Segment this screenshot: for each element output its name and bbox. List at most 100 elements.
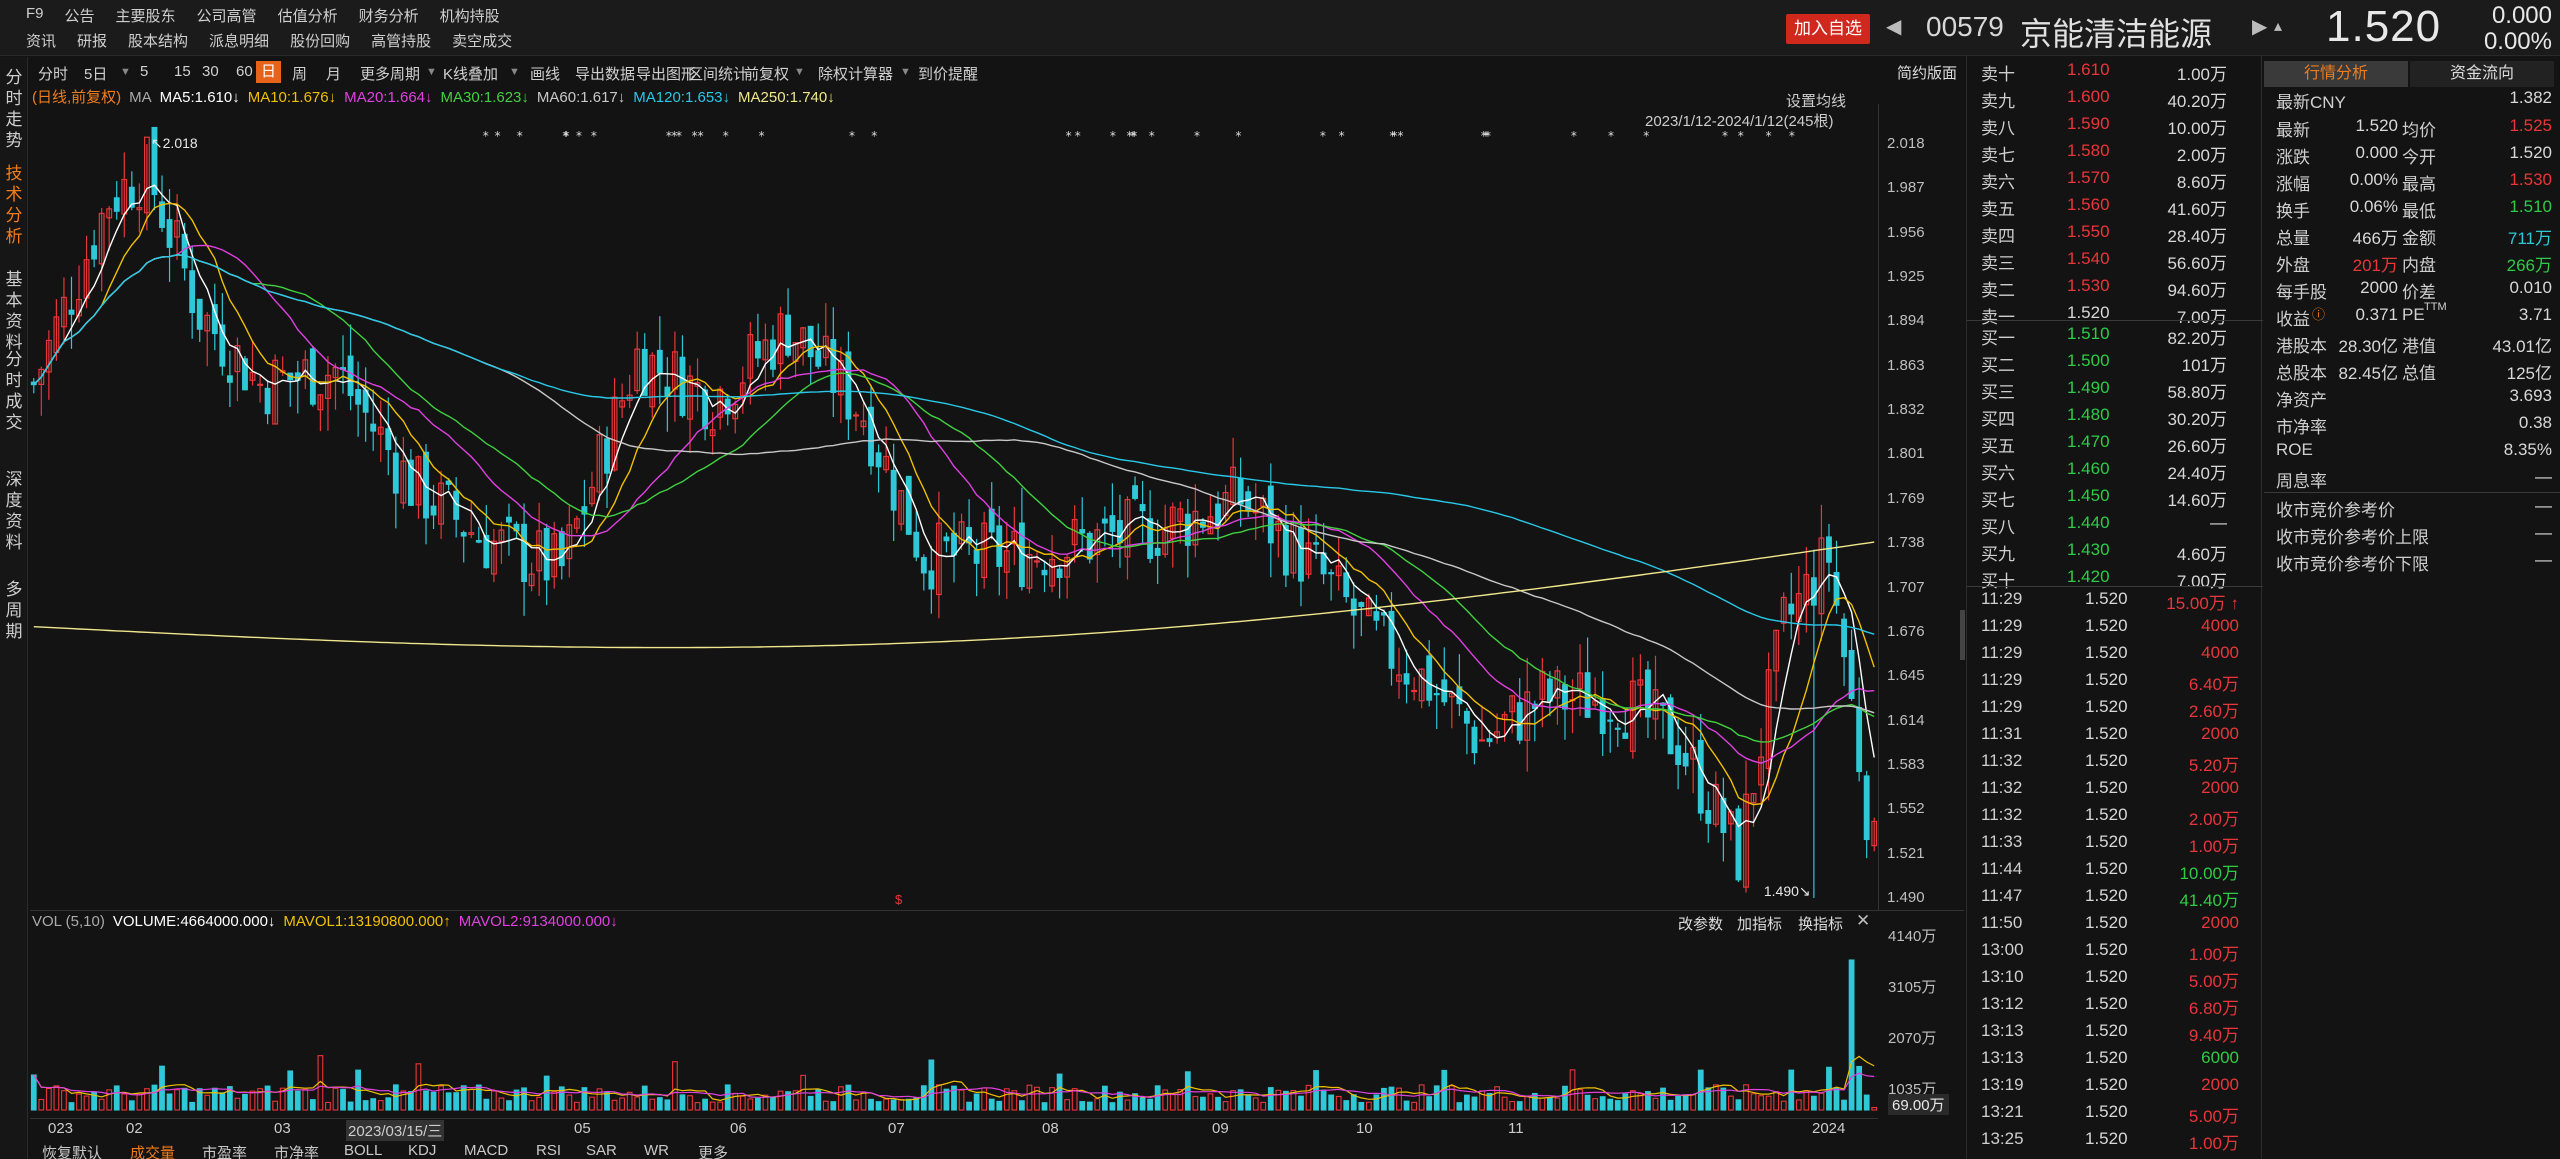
toolbar-item[interactable]: 导出数据 <box>575 66 636 83</box>
event-marker-icon[interactable]: * <box>1608 129 1614 143</box>
vol-panel-button[interactable]: 换指标 <box>1798 916 1844 933</box>
event-marker-icon[interactable]: * <box>576 129 582 143</box>
event-marker-icon[interactable]: * <box>1483 129 1489 143</box>
event-marker-icon[interactable]: * <box>849 129 855 143</box>
event-marker-icon[interactable]: * <box>666 129 672 143</box>
dropdown-caret-icon[interactable]: ▼ <box>426 66 437 78</box>
toolbar-item[interactable]: K线叠加 <box>443 66 499 83</box>
indicator-tab[interactable]: 更多 <box>698 1145 729 1159</box>
toolbar-item[interactable]: 更多周期 <box>360 66 421 83</box>
bid-row[interactable]: 买八 1.440 — <box>1967 513 2263 540</box>
toolbar-item[interactable]: 画线 <box>530 66 561 83</box>
f10-menu-item[interactable]: 卖空成交 <box>452 33 513 50</box>
event-marker-icon[interactable]: * <box>671 129 677 143</box>
ask-row[interactable]: 卖二 1.530 94.60万 <box>1967 276 2263 303</box>
indicator-tab[interactable]: 市盈率 <box>202 1145 248 1159</box>
trades-scrollbar[interactable] <box>1960 610 1965 660</box>
ask-row[interactable]: 卖九 1.600 40.20万 <box>1967 87 2263 114</box>
toolbar-item[interactable]: 5 <box>140 63 149 80</box>
leftnav-item[interactable]: 深度资料 <box>5 470 23 552</box>
bid-row[interactable]: 买九 1.430 4.60万 <box>1967 540 2263 567</box>
event-marker-icon[interactable]: * <box>1110 129 1116 143</box>
volume-chart[interactable] <box>30 930 1878 1120</box>
set-ma-button[interactable]: 设置均线 <box>1786 93 1847 110</box>
event-marker-icon[interactable]: * <box>1131 129 1137 143</box>
indicator-tab[interactable]: BOLL <box>344 1142 383 1159</box>
toolbar-item[interactable]: 到价提醒 <box>918 66 979 83</box>
event-marker-icon[interactable]: * <box>1789 129 1795 143</box>
event-marker-icon[interactable]: * <box>1149 129 1155 143</box>
quote-panel-tab[interactable]: 行情分析 <box>2264 61 2408 87</box>
event-marker-icon[interactable]: * <box>698 129 704 143</box>
bid-row[interactable]: 买五 1.470 26.60万 <box>1967 432 2263 459</box>
bid-row[interactable]: 买一 1.510 82.20万 <box>1967 324 2263 351</box>
alert-bell-icon[interactable]: ▴ <box>2274 18 2283 35</box>
ask-row[interactable]: 卖七 1.580 2.00万 <box>1967 141 2263 168</box>
event-marker-icon[interactable]: * <box>1398 129 1404 143</box>
event-marker-icon[interactable]: * <box>759 129 765 143</box>
event-marker-icon[interactable]: * <box>1391 129 1397 143</box>
bid-row[interactable]: 买二 1.500 101万 <box>1967 351 2263 378</box>
ask-row[interactable]: 卖四 1.550 28.40万 <box>1967 222 2263 249</box>
event-marker-icon[interactable]: * <box>495 129 501 143</box>
indicator-tab[interactable]: RSI <box>536 1142 562 1159</box>
event-marker-icon[interactable]: * <box>1722 129 1728 143</box>
f10-menu-item[interactable]: 主要股东 <box>115 8 176 25</box>
f10-menu-item[interactable]: 机构持股 <box>439 8 500 25</box>
event-marker-icon[interactable]: * <box>591 129 597 143</box>
f10-menu-item[interactable]: 股份回购 <box>290 33 351 50</box>
dropdown-caret-icon[interactable]: ▼ <box>120 66 131 78</box>
event-marker-icon[interactable]: * <box>1320 129 1326 143</box>
bid-row[interactable]: 买七 1.450 14.60万 <box>1967 486 2263 513</box>
kline-chart[interactable]: * * ** * **** ** ** * ** ** ** ** ** * ** ** * ** *** * *** *… <box>30 104 1878 910</box>
event-marker-icon[interactable]: * <box>1075 129 1081 143</box>
vol-panel-button[interactable]: 加指标 <box>1737 916 1783 933</box>
close-indicator-icon[interactable]: ✕ <box>1856 911 1871 930</box>
event-marker-icon[interactable]: * <box>1235 129 1241 143</box>
event-marker-icon[interactable]: * <box>692 129 698 143</box>
dividend-mark-icon[interactable]: $ <box>895 892 903 907</box>
f10-menu-item[interactable]: 股本结构 <box>128 33 189 50</box>
f10-menu-item[interactable]: 估值分析 <box>277 8 338 25</box>
indicator-tab[interactable]: 市净率 <box>274 1145 320 1159</box>
event-marker-icon[interactable]: * <box>1339 129 1345 143</box>
next-stock-icon[interactable]: ▶ <box>2252 16 2268 38</box>
toolbar-item[interactable]: 分时 <box>38 66 69 83</box>
toolbar-item[interactable]: 月 <box>326 66 342 83</box>
simple-layout-button[interactable]: 简约版面 <box>1897 65 1958 82</box>
event-marker-icon[interactable]: * <box>562 129 568 143</box>
event-marker-icon[interactable]: * <box>1481 129 1487 143</box>
bid-row[interactable]: 买四 1.480 30.20万 <box>1967 405 2263 432</box>
event-marker-icon[interactable]: * <box>1766 129 1772 143</box>
f10-menu-item[interactable]: 公司高管 <box>196 8 257 25</box>
toolbar-item[interactable]: 区间统计 <box>688 66 749 83</box>
event-marker-icon[interactable]: * <box>517 129 523 143</box>
leftnav-item[interactable]: 基本资料 <box>5 270 23 352</box>
indicator-tab[interactable]: MACD <box>464 1142 509 1159</box>
ask-row[interactable]: 卖六 1.570 8.60万 <box>1967 168 2263 195</box>
event-marker-icon[interactable]: * <box>1571 129 1577 143</box>
bid-row[interactable]: 买三 1.490 58.80万 <box>1967 378 2263 405</box>
event-marker-icon[interactable]: * <box>1126 129 1132 143</box>
event-marker-icon[interactable]: * <box>563 129 569 143</box>
ask-row[interactable]: 卖三 1.540 56.60万 <box>1967 249 2263 276</box>
add-watchlist-button[interactable]: 加入自选 <box>1786 14 1870 44</box>
indicator-tab[interactable]: 成交量 <box>130 1142 175 1159</box>
event-marker-icon[interactable]: * <box>1194 129 1200 143</box>
event-marker-icon[interactable]: * <box>1130 129 1136 143</box>
event-marker-icon[interactable]: * <box>1389 129 1395 143</box>
toolbar-item[interactable]: 30 <box>202 63 219 80</box>
event-marker-icon[interactable]: * <box>1738 129 1744 143</box>
f10-menu-item[interactable]: F9 <box>26 5 44 22</box>
f10-menu-item[interactable]: 公告 <box>64 8 95 25</box>
event-marker-icon[interactable]: * <box>871 129 877 143</box>
leftnav-item[interactable]: 技术分析 <box>5 164 23 246</box>
toolbar-item[interactable]: 日 <box>256 61 282 83</box>
event-marker-icon[interactable]: * <box>1066 129 1072 143</box>
event-marker-icon[interactable]: * <box>483 129 489 143</box>
ask-row[interactable]: 卖一 1.520 7.00万 <box>1967 303 2263 330</box>
event-marker-icon[interactable]: * <box>1485 129 1491 143</box>
indicator-tab[interactable]: KDJ <box>408 1142 437 1159</box>
indicator-tab[interactable]: 恢复默认 <box>42 1145 103 1159</box>
toolbar-item[interactable]: 15 <box>174 63 191 80</box>
